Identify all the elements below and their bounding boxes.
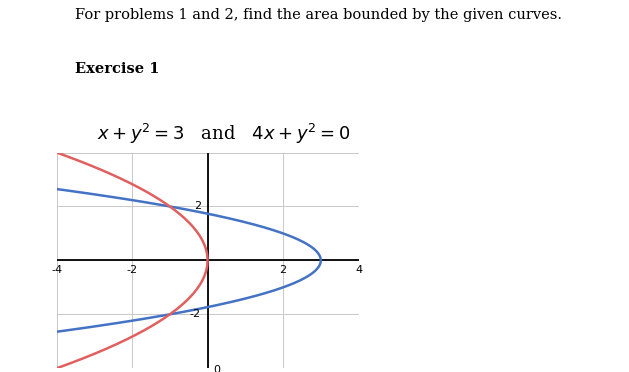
Text: $x + y^2 = 3$   and   $4x + y^2 = 0$: $x + y^2 = 3$ and $4x + y^2 = 0$ [97,122,351,146]
Text: -4: -4 [51,265,62,275]
Text: 0: 0 [214,365,221,372]
Text: -2: -2 [190,310,201,319]
Text: For problems 1 and 2, find the area bounded by the given curves.: For problems 1 and 2, find the area boun… [75,8,562,22]
Text: 2: 2 [279,265,287,275]
Text: 4: 4 [355,265,362,275]
Text: -2: -2 [126,265,138,275]
Text: Exercise 1: Exercise 1 [75,62,160,77]
Text: 2: 2 [194,202,201,211]
